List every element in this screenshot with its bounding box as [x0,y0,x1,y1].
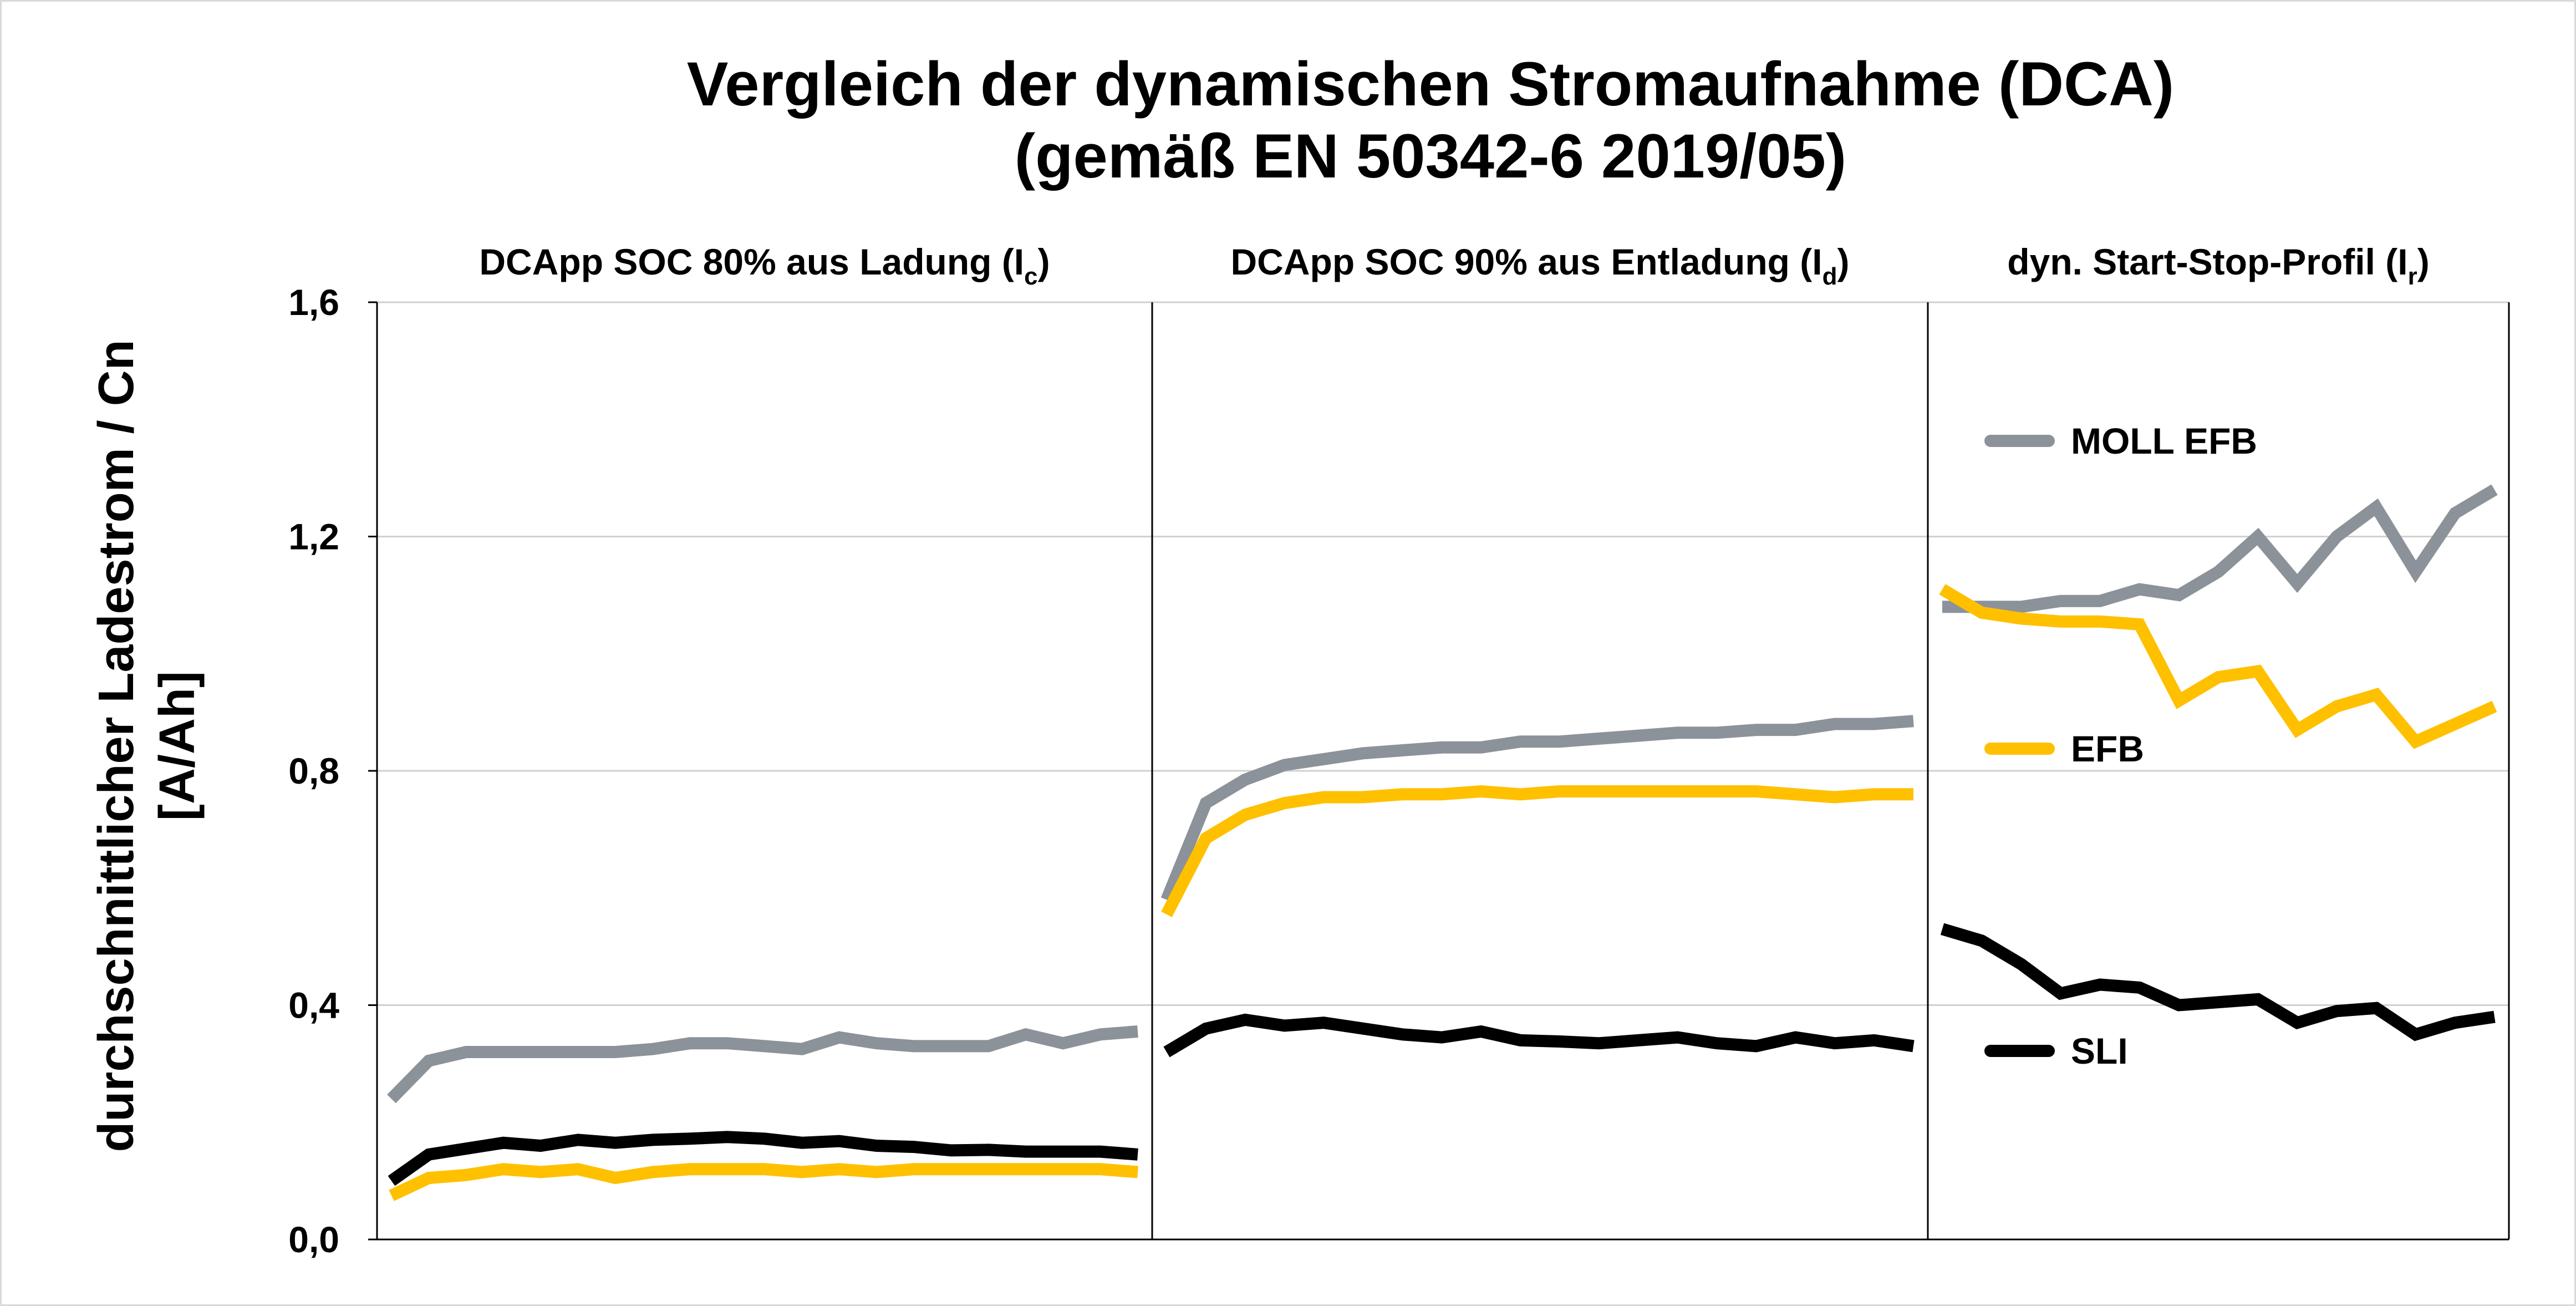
series-line-sli [388,1131,1138,1186]
series-lines [387,484,2498,1201]
series-line-efb [389,1163,1138,1201]
series-line-efb [1161,785,1913,917]
series-line-sli [1163,1013,1915,1058]
series-line-sli [1940,923,2496,1041]
panel-title-text: dyn. Start-Stop-Profil (I [2007,241,2407,282]
panel-title-end: ) [2417,241,2430,282]
y-tick-labels: 0,0 0,4 0,8 1,2 1,6 [288,282,377,1260]
series-line-moll-efb [387,1025,1138,1104]
panel-title-subscript: c [1024,263,1037,290]
axes [376,302,2510,1241]
panel-title-subscript: r [2408,263,2417,290]
y-axis-label-line-2: [A/Ah] [150,671,205,821]
series-line-moll-efb [1942,484,2498,613]
panel-title-text: DCApp SOC 80% aus Ladung (I [479,241,1024,282]
panel-title-subscript: d [1822,263,1837,290]
y-tick-label: 0,4 [288,985,339,1026]
panel-title-text: DCApp SOC 90% aus Entladung (I [1231,241,1822,282]
legend-label: SLI [2071,1030,2128,1071]
panel-title-end: ) [1038,241,1050,282]
legend-label: EFB [2071,728,2144,769]
chart-title-line-2: (gemäß EN 50342-6 2019/05) [1015,121,1846,191]
y-axis-label-line-1: durchschnittlicher Ladestrom / Cn [89,339,144,1152]
legend: MOLL EFB EFB SLI [1984,420,2257,1071]
panel-title: DCApp SOC 80% aus Ladung (Ic) [479,241,1050,290]
y-tick-label: 0,8 [288,750,339,791]
panel-title: DCApp SOC 90% aus Entladung (Id) [1231,241,1850,290]
y-axis-label: durchschnittlicher Ladestrom / Cn [A/Ah] [89,339,205,1152]
y-tick-label: 1,2 [288,516,339,557]
gridlines [377,301,2509,1006]
y-tick-label: 0,0 [288,1219,339,1260]
panel-title: dyn. Start-Stop-Profil (Ir) [2007,241,2429,290]
series-line-efb [1939,584,2497,749]
y-tick-label: 1,6 [288,282,339,323]
chart-title-line-1: Vergleich der dynamischen Stromaufnahme … [687,49,2174,119]
series-line-moll-efb [1160,715,1914,902]
legend-label: MOLL EFB [2071,420,2257,461]
panel-title-end: ) [1837,241,1850,282]
panel-titles: DCApp SOC 80% aus Ladung (Ic) DCApp SOC 9… [479,241,2429,290]
